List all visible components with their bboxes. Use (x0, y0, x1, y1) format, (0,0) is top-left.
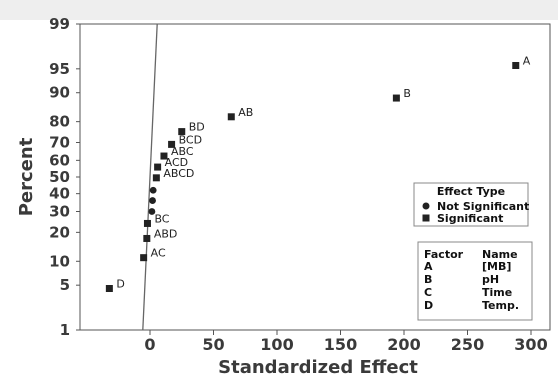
significant-point (227, 113, 235, 121)
point-label-bd: BD (189, 121, 205, 134)
significant-point (178, 128, 186, 136)
legend-title: Effect Type (437, 185, 505, 198)
factor-a-name: [MB] (482, 260, 511, 273)
factor-c-name: Time (482, 286, 512, 299)
x-tick-label: 200 (387, 335, 420, 354)
not-significant-point (149, 186, 157, 194)
legend-square-marker (422, 214, 430, 222)
y-tick-label: 95 (49, 60, 70, 78)
header-band (0, 0, 558, 20)
point-label-a: A (523, 54, 531, 67)
x-tick-label: 0 (144, 335, 155, 354)
x-tick-label: 300 (514, 335, 547, 354)
not-significant-point (148, 208, 156, 215)
legend-box (413, 182, 529, 227)
point-label-ac: AC (151, 247, 166, 260)
y-tick-label: 80 (49, 113, 70, 131)
significant-point (140, 254, 148, 262)
significant-point (154, 163, 162, 171)
not-significant-point (149, 197, 156, 204)
significant-point (512, 61, 520, 69)
x-axis-title: Standardized Effect (218, 357, 418, 378)
point-label-abd: ABD (154, 227, 178, 240)
x-tick-label: 50 (202, 335, 224, 354)
factor-header: Factor (424, 248, 464, 261)
factor-d-name: Temp. (482, 299, 519, 312)
y-tick-label: 10 (49, 252, 70, 270)
legend: Effect Type Not Significant Significant (413, 182, 529, 227)
legend-entry-significant: Significant (437, 212, 503, 225)
factor-b: B (424, 273, 432, 286)
y-tick-label: 70 (49, 134, 70, 152)
y-tick-label: 99 (49, 15, 70, 33)
factor-c: C (424, 286, 432, 299)
point-label-acd: ACD (165, 156, 188, 169)
significant-point (392, 94, 400, 102)
x-tick-label: 100 (260, 335, 293, 354)
significant-point (152, 174, 160, 182)
significant-point (143, 234, 151, 242)
x-tick-label: 250 (451, 335, 484, 354)
point-label-abcd: ABCD (163, 167, 194, 180)
reference-line (142, 23, 158, 331)
x-tick-label: 150 (324, 335, 357, 354)
factor-d: D (424, 299, 433, 312)
name-header: Name (482, 248, 518, 261)
y-tick-label: 50 (49, 168, 70, 186)
point-label-b: B (403, 87, 411, 100)
significant-point (160, 152, 168, 160)
significant-point (143, 219, 151, 227)
point-label-bcd: BCD (179, 133, 203, 146)
factor-table: Factor Name A [MB] B pH C Time D Temp. (417, 241, 533, 321)
y-tick-label: 30 (49, 202, 70, 220)
point-label-abc: ABC (171, 145, 194, 158)
significant-point (105, 285, 113, 293)
point-label-ab: AB (238, 106, 253, 119)
y-tick-label: 20 (49, 223, 70, 241)
factor-a: A (424, 260, 433, 273)
y-tick-label: 5 (60, 276, 70, 294)
y-tick-label: 90 (49, 84, 70, 102)
point-label-bc: BC (154, 212, 169, 225)
significant-point (168, 140, 176, 148)
y-tick-label: 60 (49, 151, 70, 169)
factor-table-box (417, 241, 533, 321)
point-label-d: D (116, 278, 124, 291)
legend-entry-not-significant: Not Significant (437, 200, 529, 213)
legend-circle-marker (422, 202, 430, 210)
y-tick-label: 40 (49, 185, 70, 203)
y-axis-title: Percent (16, 137, 37, 216)
y-tick-label: 1 (60, 321, 70, 339)
factor-b-name: pH (482, 273, 499, 286)
